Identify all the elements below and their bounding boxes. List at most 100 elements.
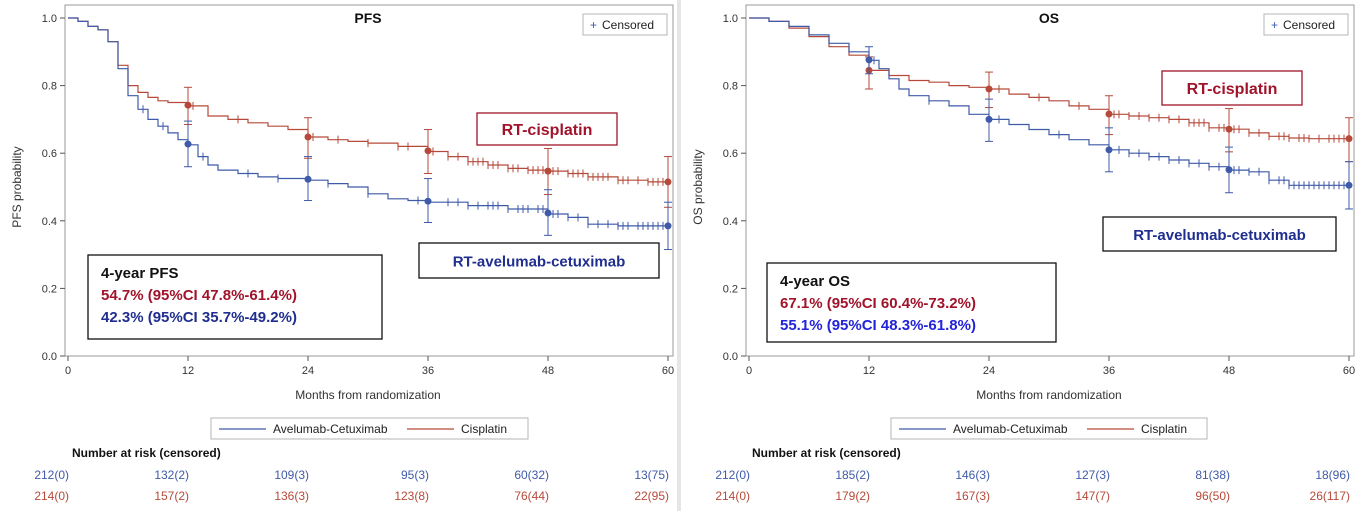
pfs-y-tick-label: 0.8 <box>42 81 57 93</box>
os-risk-avelumab-value: 81(38) <box>1195 468 1230 482</box>
pfs-legend-avelumab-label: Avelumab-Cetuximab <box>273 422 388 436</box>
os-y-tick-label: 0.0 <box>723 351 738 363</box>
os-censored-legend-box <box>1263 13 1349 36</box>
pfs-legend-cisplatin-label: Cisplatin <box>461 422 507 436</box>
pfs-censored-legend-symbol: + <box>590 18 597 32</box>
os-chart-svg: 0.0 0.2 0.4 0.6 0.8 1.0 0 12 24 36 48 60 Months from… <box>691 4 1355 503</box>
pfs-cisplatin-estimate-point <box>304 133 312 141</box>
os-x-tick-label: 60 <box>1343 365 1355 377</box>
os-summary-avelumab: 55.1% (95%CI 48.3%-61.8%) <box>780 317 976 334</box>
os-avelumab-estimate-point <box>1105 146 1113 154</box>
pfs-risk-cisplatin-value: 22(95) <box>634 489 669 503</box>
os-plot-frame <box>745 4 1355 357</box>
os-risk-title: Number at risk (censored) <box>752 446 901 460</box>
os-cisplatin-estimate-point <box>985 85 993 93</box>
pfs-y-tick-label: 0.6 <box>42 148 57 160</box>
os-risk-cisplatin-value: 214(0) <box>715 489 750 503</box>
os-x-tick-label: 36 <box>1103 365 1115 377</box>
os-summary-title: 4-year OS <box>780 273 850 290</box>
os-risk-avelumab-value: 212(0) <box>715 468 750 482</box>
os-y-tick-label: 0.2 <box>723 283 738 295</box>
os-avelumab-label-box <box>1102 216 1337 252</box>
pfs-risk-cisplatin-value: 136(3) <box>274 489 309 503</box>
pfs-x-axis-label: Months from randomization <box>295 388 440 402</box>
pfs-risk-cisplatin-value: 157(2) <box>154 489 189 503</box>
os-chart-title: OS <box>1039 10 1059 26</box>
pfs-summary-title: 4-year PFS <box>101 265 179 282</box>
os-legend-cisplatin-label: Cisplatin <box>1141 422 1187 436</box>
pfs-summary-cisplatin: 54.7% (95%CI 47.8%-61.4%) <box>101 287 297 304</box>
os-censored-legend-label: Censored <box>1283 18 1335 32</box>
panel-separator <box>677 0 681 511</box>
os-avelumab-estimate-point <box>985 115 993 123</box>
pfs-risk-avelumab-value: 95(3) <box>401 468 429 482</box>
os-y-tick-label: 0.6 <box>723 148 738 160</box>
os-cisplatin-estimate-point <box>1105 110 1113 118</box>
pfs-panel: 0.0 0.2 0.4 0.6 0.8 1.0 0 12 24 36 48 60 Months from… <box>0 0 675 511</box>
os-risk-avelumab-value: 185(2) <box>835 468 870 482</box>
os-cisplatin-estimate-point <box>1345 135 1353 143</box>
pfs-avelumab-label: RT-avelumab-cetuximab <box>453 254 626 271</box>
pfs-y-axis-label: PFS probability <box>10 146 24 227</box>
pfs-avelumab-label-box <box>418 242 660 279</box>
pfs-risk-avelumab-value: 13(75) <box>634 468 669 482</box>
pfs-risk-avelumab-value: 109(3) <box>274 468 309 482</box>
os-risk-cisplatin-value: 179(2) <box>835 489 870 503</box>
pfs-cisplatin-estimate-point <box>424 147 432 155</box>
os-avelumab-label: RT-avelumab-cetuximab <box>1133 227 1306 244</box>
os-summary-box <box>766 262 1057 343</box>
pfs-risk-cisplatin-value: 76(44) <box>514 489 549 503</box>
pfs-x-tick-label: 12 <box>182 365 194 377</box>
pfs-avelumab-estimate-point <box>304 175 312 183</box>
pfs-risk-title: Number at risk (censored) <box>72 446 221 460</box>
os-avelumab-estimate-point <box>1225 166 1233 174</box>
os-risk-cisplatin-value: 167(3) <box>955 489 990 503</box>
os-risk-cisplatin-value: 26(117) <box>1310 489 1350 503</box>
pfs-avelumab-estimate-point <box>664 222 672 230</box>
pfs-x-tick-label: 48 <box>542 365 554 377</box>
os-y-tick-label: 1.0 <box>723 13 738 25</box>
os-cisplatin-estimate-point <box>1225 125 1233 133</box>
os-censored-legend-symbol: + <box>1271 18 1278 32</box>
os-y-tick-label: 0.8 <box>723 81 738 93</box>
pfs-y-tick-label: 1.0 <box>42 13 57 25</box>
pfs-y-tick-label: 0.2 <box>42 283 57 295</box>
pfs-cisplatin-estimate-point <box>544 167 552 175</box>
os-summary-cisplatin: 67.1% (95%CI 60.4%-73.2%) <box>780 295 976 312</box>
os-x-tick-label: 48 <box>1223 365 1235 377</box>
pfs-risk-avelumab-value: 212(0) <box>34 468 69 482</box>
pfs-risk-avelumab-value: 60(32) <box>514 468 549 482</box>
pfs-y-tick-label: 0.0 <box>42 351 57 363</box>
os-cisplatin-label: RT-cisplatin <box>1187 81 1278 98</box>
pfs-risk-cisplatin-value: 214(0) <box>34 489 69 503</box>
pfs-avelumab-estimate-point <box>544 209 552 217</box>
os-avelumab-estimate-point <box>1345 181 1353 189</box>
pfs-x-tick-label: 60 <box>662 365 674 377</box>
os-risk-avelumab-value: 18(96) <box>1315 468 1350 482</box>
os-risk-cisplatin-value: 96(50) <box>1195 489 1230 503</box>
pfs-avelumab-estimate-point <box>184 140 192 148</box>
os-risk-avelumab-value: 127(3) <box>1075 468 1110 482</box>
pfs-x-tick-label: 36 <box>422 365 434 377</box>
os-x-tick-label: 12 <box>863 365 875 377</box>
os-avelumab-estimate-point <box>865 56 873 64</box>
os-y-tick-label: 0.4 <box>723 216 738 228</box>
os-series-legend-box <box>890 417 1208 440</box>
pfs-summary-avelumab: 42.3% (95%CI 35.7%-49.2%) <box>101 309 297 326</box>
pfs-censored-legend-label: Censored <box>602 18 654 32</box>
os-cisplatin-label-box <box>1161 70 1303 106</box>
os-x-tick-label: 0 <box>746 365 752 377</box>
pfs-cisplatin-label-box <box>476 112 618 146</box>
os-legend-avelumab-label: Avelumab-Cetuximab <box>953 422 1068 436</box>
pfs-cisplatin-survival-curve <box>68 17 668 183</box>
pfs-risk-avelumab-value: 132(2) <box>154 468 189 482</box>
os-y-axis-label: OS probability <box>691 149 705 224</box>
os-risk-avelumab-value: 146(3) <box>955 468 990 482</box>
pfs-cisplatin-label: RT-cisplatin <box>502 122 593 139</box>
os-x-tick-label: 24 <box>983 365 995 377</box>
pfs-summary-box <box>87 254 383 340</box>
pfs-x-tick-label: 0 <box>65 365 71 377</box>
pfs-series-legend-box <box>210 417 529 440</box>
pfs-risk-cisplatin-value: 123(8) <box>394 489 429 503</box>
